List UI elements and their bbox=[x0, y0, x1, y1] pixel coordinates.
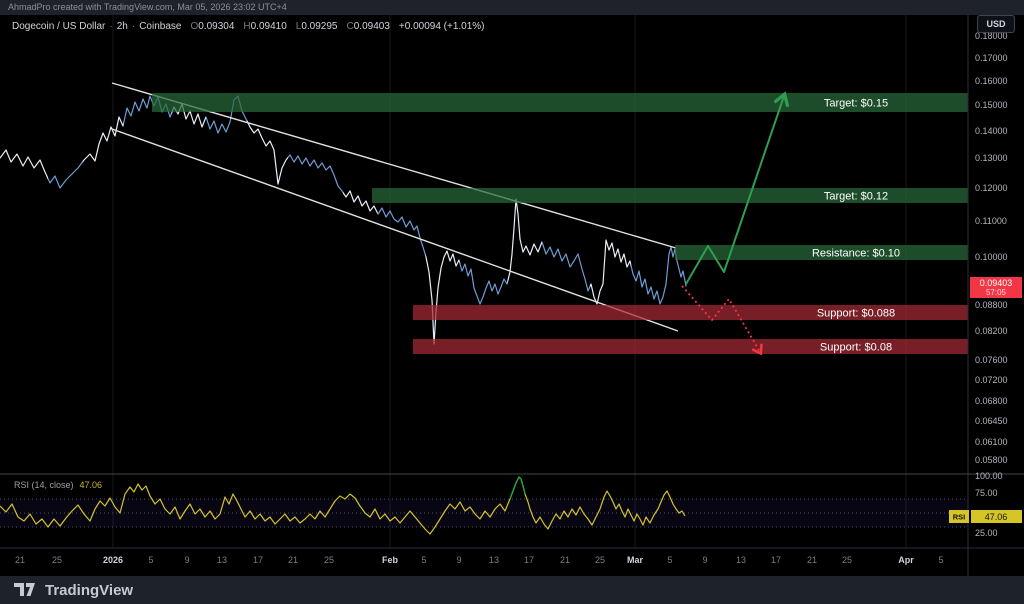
price-axis-label[interactable]: 0.07600 bbox=[975, 355, 1008, 365]
price-zone-support[interactable] bbox=[413, 305, 968, 320]
price-axis-label[interactable]: 0.08200 bbox=[975, 326, 1008, 336]
rsi-axis-label[interactable]: 100.00 bbox=[975, 471, 1003, 481]
time-axis-label[interactable]: 9 bbox=[456, 555, 461, 565]
price-axis-label[interactable]: 0.15000 bbox=[975, 100, 1008, 110]
price-axis-label[interactable]: 0.12000 bbox=[975, 183, 1008, 193]
attribution-bar: AhmadPro created with TradingView.com, M… bbox=[0, 0, 1024, 15]
time-axis-label[interactable]: 5 bbox=[148, 555, 153, 565]
attribution-text: AhmadPro created with TradingView.com, M… bbox=[8, 2, 287, 12]
time-axis-label[interactable]: 9 bbox=[184, 555, 189, 565]
time-axis-label[interactable]: 25 bbox=[52, 555, 62, 565]
high-key: H bbox=[243, 21, 251, 32]
price-zone-resistance[interactable] bbox=[675, 245, 968, 260]
rsi-axis-label[interactable]: 75.00 bbox=[975, 488, 998, 498]
bullish-projection-arrow[interactable] bbox=[685, 91, 790, 285]
close-value: 0.09403 bbox=[353, 21, 390, 32]
separator-dot: · bbox=[109, 21, 113, 32]
low-key: L bbox=[295, 21, 302, 32]
rsi-indicator-label: RSI (14, close) bbox=[14, 480, 74, 490]
time-axis-label[interactable]: 5 bbox=[421, 555, 426, 565]
time-axis-label[interactable]: 13 bbox=[217, 555, 227, 565]
price-line-series bbox=[0, 95, 687, 345]
symbol-interval[interactable]: 2h bbox=[116, 21, 128, 32]
rsi-value-badge bbox=[971, 510, 1022, 523]
price-axis-label[interactable]: 0.06450 bbox=[975, 416, 1008, 426]
time-axis-label[interactable]: 2026 bbox=[103, 555, 123, 565]
price-axis-label[interactable]: 0.17000 bbox=[975, 53, 1008, 63]
rsi-value-text: 47.06 bbox=[985, 512, 1008, 522]
time-axis-label[interactable]: 13 bbox=[736, 555, 746, 565]
time-axis-label[interactable]: 5 bbox=[938, 555, 943, 565]
time-axis-label[interactable]: 9 bbox=[702, 555, 707, 565]
time-axis-label[interactable]: Mar bbox=[627, 555, 644, 565]
time-axis-label[interactable]: 25 bbox=[842, 555, 852, 565]
price-axis-label[interactable]: 0.18000 bbox=[975, 31, 1008, 41]
zone-label: Resistance: $0.10 bbox=[812, 248, 900, 260]
current-price-badge bbox=[970, 277, 1022, 298]
open-value: 0.09304 bbox=[198, 21, 235, 32]
time-axis-label[interactable]: 21 bbox=[807, 555, 817, 565]
symbol-exchange: Coinbase bbox=[139, 21, 182, 32]
time-axis-label[interactable]: 13 bbox=[489, 555, 499, 565]
zone-label: Target: $0.12 bbox=[824, 191, 888, 203]
price-axis-label[interactable]: 0.14000 bbox=[975, 126, 1008, 136]
rsi-overbought-spike bbox=[509, 476, 526, 500]
zone-label: Target: $0.15 bbox=[824, 98, 888, 110]
price-axis-label[interactable]: 0.08800 bbox=[975, 300, 1008, 310]
open-key: O bbox=[190, 21, 199, 32]
time-axis-label[interactable]: 17 bbox=[253, 555, 263, 565]
rsi-tag-badge bbox=[949, 510, 969, 523]
zone-label: Support: $0.08 bbox=[820, 342, 892, 354]
price-zone-support[interactable] bbox=[413, 339, 968, 354]
price-axis-label[interactable]: 0.06800 bbox=[975, 396, 1008, 406]
time-axis-label[interactable]: 17 bbox=[771, 555, 781, 565]
price-axis-label[interactable]: 0.11000 bbox=[975, 216, 1007, 226]
time-axis-label[interactable]: 21 bbox=[288, 555, 298, 565]
low-value: 0.09295 bbox=[301, 21, 338, 32]
bar-countdown: 57:05 bbox=[986, 288, 1007, 297]
price-zone-target[interactable] bbox=[152, 93, 968, 112]
time-axis-label[interactable]: Feb bbox=[382, 555, 399, 565]
tradingview-logo-icon[interactable] bbox=[14, 583, 36, 597]
time-axis-label[interactable]: 25 bbox=[324, 555, 334, 565]
close-key: C bbox=[346, 21, 354, 32]
rsi-indicator-value: 47.06 bbox=[79, 480, 103, 490]
rsi-indicator-legend[interactable]: RSI (14, close) 47.06 bbox=[14, 480, 102, 490]
time-axis-label[interactable]: 17 bbox=[524, 555, 534, 565]
time-axis-label[interactable]: 25 bbox=[595, 555, 605, 565]
price-axis-label[interactable]: 0.16000 bbox=[975, 76, 1008, 86]
price-axis-label[interactable]: 0.06100 bbox=[975, 437, 1008, 447]
high-value: 0.09410 bbox=[250, 21, 287, 32]
change-value: +0.00094 (+1.01%) bbox=[398, 21, 485, 32]
channel-trendline[interactable] bbox=[111, 128, 679, 332]
time-axis-label[interactable]: 21 bbox=[15, 555, 25, 565]
price-axis-label[interactable]: 0.05800 bbox=[975, 455, 1008, 465]
current-price-value: 0.09403 bbox=[980, 278, 1013, 288]
currency-toggle-button[interactable]: USD bbox=[977, 15, 1015, 33]
price-zone-target[interactable] bbox=[372, 188, 968, 203]
separator-dot: · bbox=[131, 21, 136, 32]
symbol-info-bar: Dogecoin / US Dollar · 2h · Coinbase O0.09304… bbox=[12, 21, 485, 32]
tradingview-brand-text[interactable]: TradingView bbox=[45, 581, 134, 599]
price-axis-label[interactable]: 0.10000 bbox=[975, 252, 1008, 262]
rsi-axis-label[interactable]: 25.00 bbox=[975, 528, 998, 538]
price-axis-label[interactable]: 0.13000 bbox=[975, 153, 1008, 163]
symbol-title[interactable]: Dogecoin / US Dollar bbox=[12, 21, 106, 32]
rsi-line-series bbox=[0, 476, 686, 535]
price-axis-label[interactable]: 0.07200 bbox=[975, 375, 1008, 385]
time-axis-label[interactable]: Apr bbox=[898, 555, 914, 565]
zone-label: Support: $0.088 bbox=[817, 308, 895, 320]
time-axis-label[interactable]: 21 bbox=[560, 555, 570, 565]
time-axis-label[interactable]: 5 bbox=[667, 555, 672, 565]
footer-bar: TradingView bbox=[0, 576, 1024, 604]
rsi-tag-text: RSI bbox=[953, 513, 966, 522]
